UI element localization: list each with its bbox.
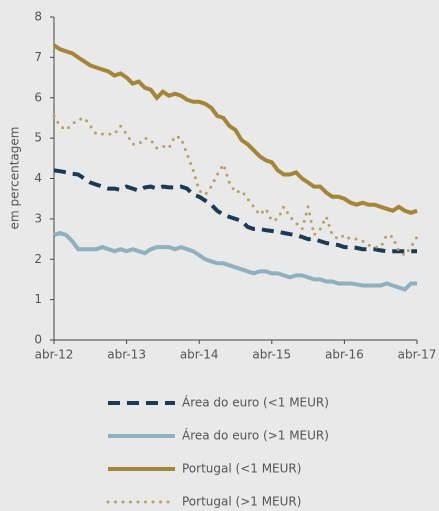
series-line: [52, 43, 418, 215]
y-tick-label: 6: [34, 90, 42, 104]
y-axis-label: em percentagem: [8, 127, 22, 230]
y-tick-label: 0: [34, 333, 42, 347]
x-tick-label: abr-14: [180, 348, 219, 362]
y-tick-label: 3: [34, 211, 42, 225]
legend-label: Portugal (>1 MEUR): [182, 495, 301, 509]
x-tick-label: abr-17: [398, 348, 437, 362]
series-line: [53, 230, 417, 292]
series-line: [52, 114, 419, 258]
x-tick-label: abr-16: [325, 348, 364, 362]
y-tick-label: 5: [34, 131, 42, 145]
y-tick-label: 4: [34, 171, 42, 185]
legend-label: Área do euro (<1 MEUR): [182, 395, 329, 410]
x-tick-label: abr-12: [35, 348, 74, 362]
x-tick-label: abr-13: [107, 348, 146, 362]
y-tick-label: 2: [34, 252, 42, 266]
legend-label: Área do euro (>1 MEUR): [182, 428, 329, 443]
series-line: [53, 168, 417, 254]
x-tick-label: abr-15: [252, 348, 291, 362]
y-tick-label: 1: [34, 292, 42, 306]
y-tick-label: 8: [34, 10, 42, 24]
legend-label: Portugal (<1 MEUR): [182, 462, 301, 476]
y-tick-label: 7: [34, 50, 42, 64]
